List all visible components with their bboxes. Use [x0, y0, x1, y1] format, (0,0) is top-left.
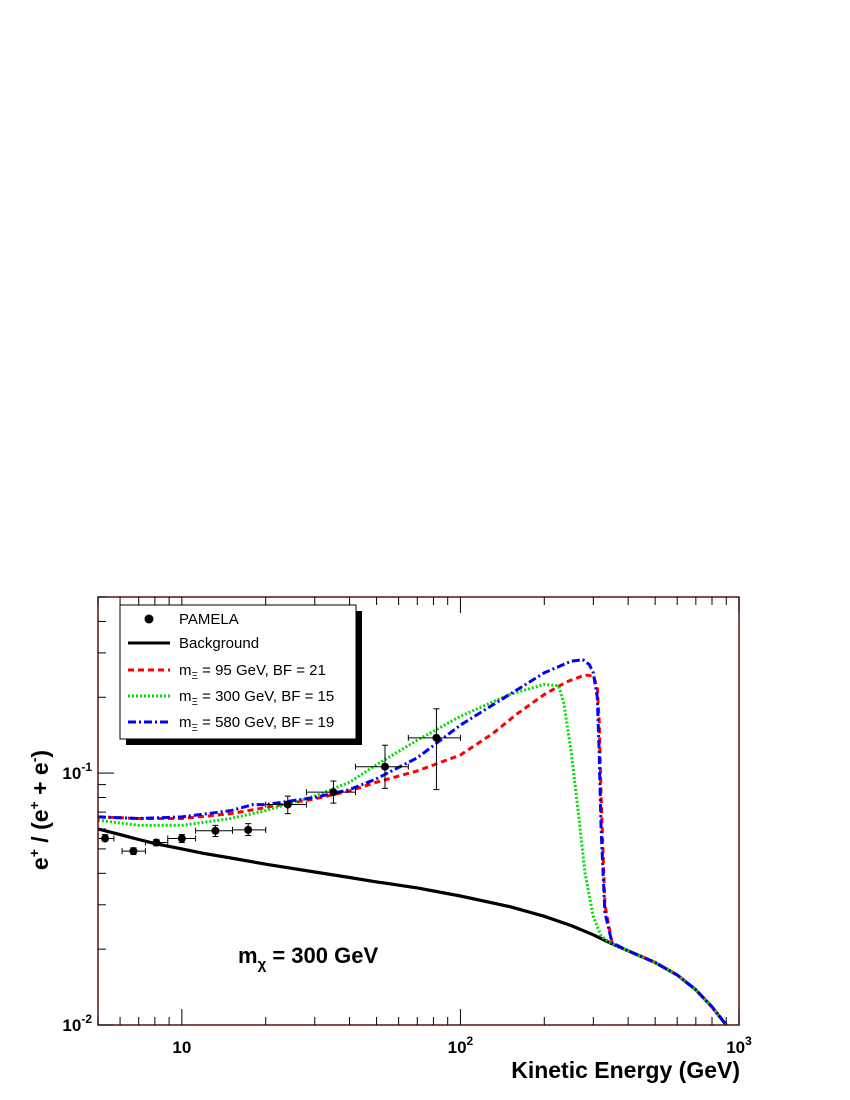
legend-m580-pre: m	[179, 714, 192, 731]
legend-label-m580: mΞ = 580 GeV, BF = 19	[179, 714, 334, 734]
y-tick-base: 10	[62, 764, 81, 783]
axis-ticks	[97, 596, 740, 1026]
y-axis-title: e+ / (e+ + e-)	[26, 750, 53, 870]
legend-m300-post: = 300 GeV, BF = 15	[198, 688, 334, 705]
y-tick-base: 10	[62, 1016, 81, 1035]
x-tick-base: 10	[448, 1038, 467, 1057]
y-tick-exp: -2	[81, 1012, 92, 1026]
pamela-point	[152, 838, 161, 847]
legend-label-pamela: PAMELA	[179, 611, 239, 628]
y-title-main: e	[27, 857, 53, 870]
y-title-mid2: + e	[27, 762, 53, 801]
pamela-point	[283, 800, 292, 809]
x-tick-exp: 3	[745, 1034, 752, 1048]
x-tick-label: 103	[726, 1034, 752, 1057]
pamela-point	[432, 733, 441, 742]
annotation-main: m	[238, 943, 258, 968]
y-tick-label: 10-1	[62, 760, 92, 783]
y-title-sup3: -	[26, 757, 42, 762]
pamela-point	[211, 826, 220, 835]
x-tick-base: 10	[726, 1038, 745, 1057]
legend-m95-pre: m	[179, 662, 192, 679]
legend-m580-post: = 580 GeV, BF = 19	[198, 714, 334, 731]
y-tick-label: 10-2	[62, 1012, 92, 1035]
x-tick-exp: 2	[467, 1034, 474, 1048]
pamela-points	[97, 708, 461, 856]
pamela-point	[329, 788, 338, 797]
pamela-point	[380, 762, 389, 771]
legend-m300-sub: Ξ	[192, 697, 199, 708]
legend-m95-sub: Ξ	[192, 671, 199, 682]
x-tick-base: 10	[172, 1038, 191, 1057]
legend-m95-post: = 95 GeV, BF = 21	[198, 662, 326, 679]
series-m580-line	[97, 658, 728, 1026]
pamela-point	[177, 834, 186, 843]
legend-label-m95: mΞ = 95 GeV, BF = 21	[179, 662, 326, 682]
legend-m300-pre: m	[179, 688, 192, 705]
y-title-sup2: +	[26, 801, 42, 809]
annotation-mchi: mχ = 300 GeV	[238, 943, 378, 973]
x-axis-title: Kinetic Energy (GeV)	[511, 1057, 740, 1083]
y-title-mid: / (e	[27, 809, 53, 849]
pamela-point	[101, 834, 110, 843]
y-title-end: )	[27, 750, 53, 758]
legend-label-background: Background	[179, 635, 259, 652]
legend-box	[119, 604, 357, 740]
pamela-point	[244, 825, 253, 834]
y-tick-exp: -1	[81, 760, 92, 774]
series-background-line	[97, 827, 728, 1026]
pamela-point	[129, 847, 138, 856]
legend-label-m300: mΞ = 300 GeV, BF = 15	[179, 688, 334, 708]
y-title-sup1: +	[26, 849, 42, 857]
annotation-rest: = 300 GeV	[266, 943, 378, 968]
annotation-sub: χ	[258, 956, 267, 973]
plot-frame	[97, 596, 740, 1026]
x-tick-label: 102	[448, 1034, 474, 1057]
legend-marker-pamela	[144, 614, 154, 624]
x-tick-label: 10	[172, 1038, 191, 1057]
legend-m580-sub: Ξ	[192, 723, 199, 734]
legend: PAMELA Background mΞ = 95 GeV, BF = 21 m…	[119, 604, 362, 745]
